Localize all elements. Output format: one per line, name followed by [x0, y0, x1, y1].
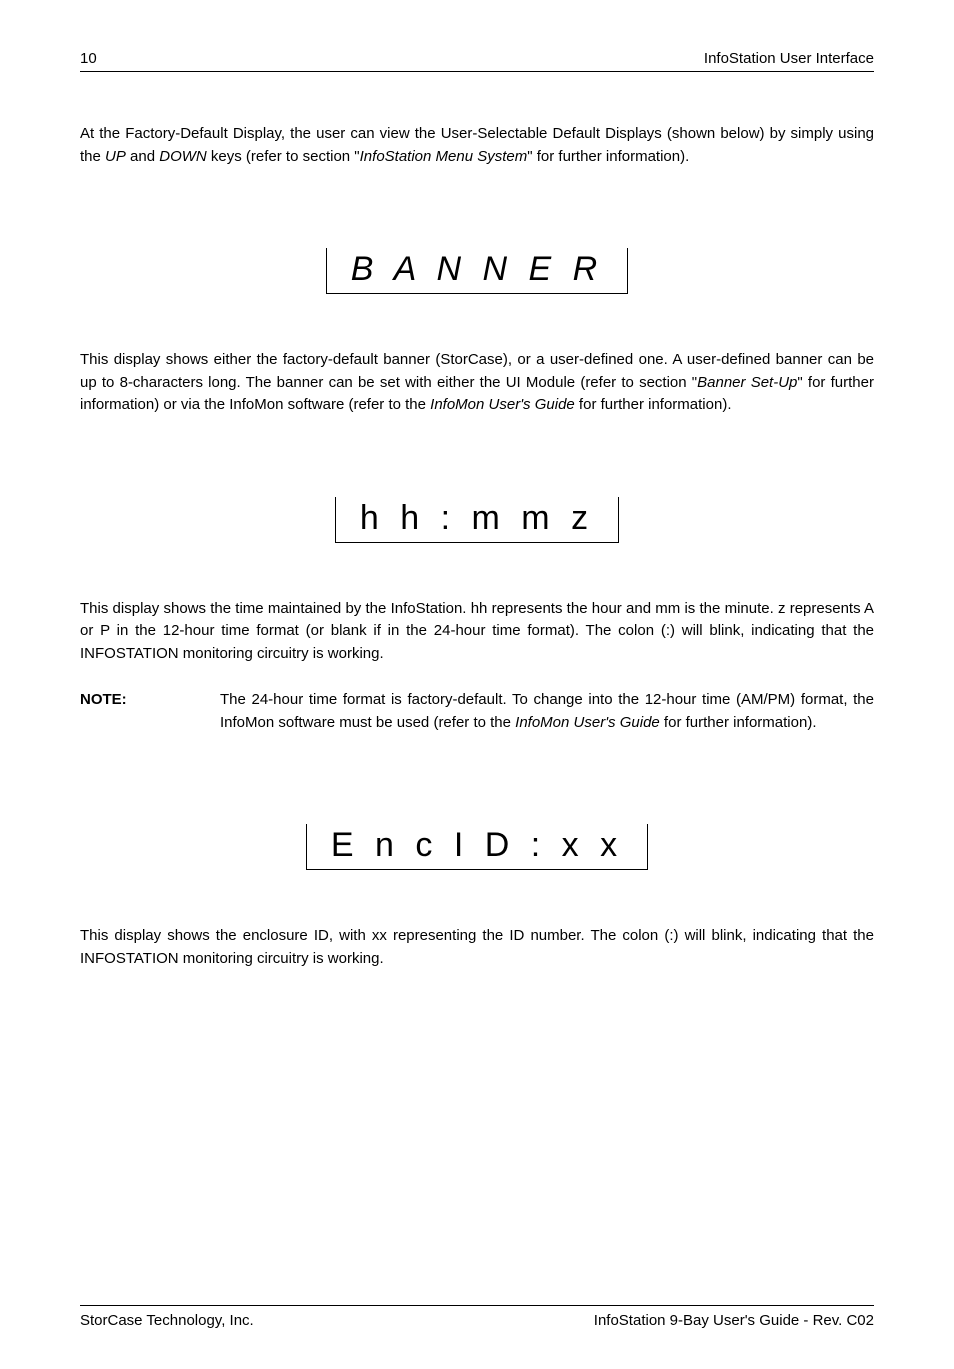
intro-ref-section: InfoStation Menu System: [360, 148, 528, 165]
enclosure-id-description: This display shows the enclosure ID, wit…: [80, 925, 874, 970]
section-title: InfoStation User Interface: [704, 50, 874, 67]
banner-desc-fragment: for further information).: [575, 396, 732, 413]
note-fragment: for further information).: [660, 714, 817, 731]
enclosure-id-display-box: E n c I D : x x: [306, 824, 648, 870]
note-ref-guide: InfoMon User's Guide: [515, 714, 660, 731]
footer-company: StorCase Technology, Inc.: [80, 1312, 254, 1329]
intro-fragment: keys (refer to section ": [207, 148, 360, 165]
banner-description: This display shows either the factory-de…: [80, 349, 874, 417]
intro-fragment: and: [126, 148, 159, 165]
page-footer: StorCase Technology, Inc. InfoStation 9-…: [80, 1305, 874, 1329]
time-note: NOTE: The 24-hour time format is factory…: [80, 689, 874, 734]
time-description: This display shows the time maintained b…: [80, 598, 874, 666]
page-header: 10 InfoStation User Interface: [80, 50, 874, 72]
time-display-box: h h : m m z: [335, 497, 619, 543]
intro-fragment: " for further information).: [527, 148, 689, 165]
banner-ref-guide: InfoMon User's Guide: [430, 396, 575, 413]
intro-paragraph: At the Factory-Default Display, the user…: [80, 123, 874, 168]
time-display: h h : m m z: [80, 497, 874, 543]
intro-key-down: DOWN: [159, 148, 207, 165]
banner-display: B A N N E R: [80, 248, 874, 294]
intro-key-up: UP: [105, 148, 126, 165]
page-number: 10: [80, 50, 97, 67]
enclosure-id-display: E n c I D : x x: [80, 824, 874, 870]
note-label: NOTE:: [80, 689, 220, 734]
footer-doc-title: InfoStation 9-Bay User's Guide - Rev. C0…: [594, 1312, 874, 1329]
banner-ref-section: Banner Set-Up: [697, 374, 797, 391]
note-body: The 24-hour time format is factory-defau…: [220, 689, 874, 734]
banner-display-box: B A N N E R: [326, 248, 628, 294]
